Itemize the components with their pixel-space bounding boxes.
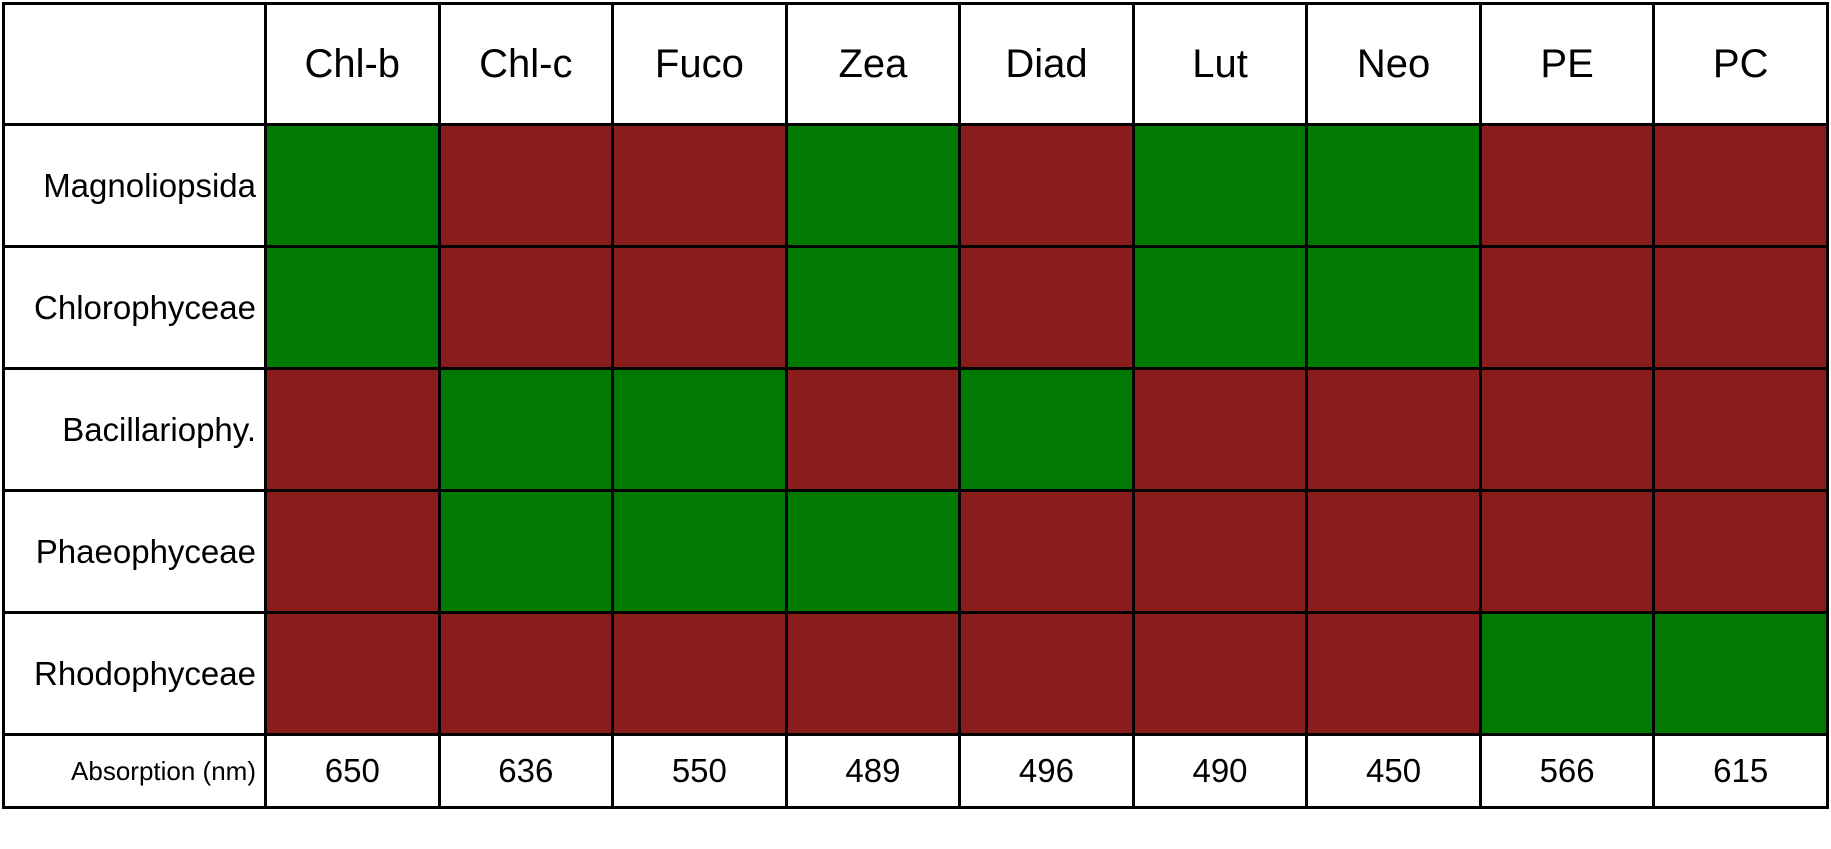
pigment-header: PC <box>1652 2 1829 126</box>
heatmap-cell-present <box>611 367 788 492</box>
corner-cell <box>2 2 267 126</box>
pigment-header: Chl-b <box>264 2 441 126</box>
absorption-value: 489 <box>784 733 962 809</box>
group-row: Magnoliopsida <box>2 123 1829 248</box>
pigment-header: Diad <box>958 2 1135 126</box>
heatmap-cell-absent <box>1131 489 1309 614</box>
heatmap-cell-absent <box>958 611 1135 736</box>
heatmap-cell-present <box>437 367 615 492</box>
absorption-value: 615 <box>1652 733 1829 809</box>
group-row: Rhodophyceae <box>2 611 1829 736</box>
heatmap-cell-absent <box>1652 123 1829 248</box>
heatmap-cell-absent <box>437 123 615 248</box>
heatmap-cell-absent <box>1131 611 1309 736</box>
heatmap-cell-absent <box>958 245 1135 370</box>
heatmap-cell-present <box>784 123 962 248</box>
heatmap-cell-absent <box>437 611 615 736</box>
heatmap-cell-absent <box>611 123 788 248</box>
heatmap-cell-absent <box>958 489 1135 614</box>
absorption-value: 566 <box>1478 733 1656 809</box>
pigment-header: Fuco <box>611 2 788 126</box>
heatmap-cell-absent <box>611 245 788 370</box>
absorption-value: 650 <box>264 733 441 809</box>
heatmap-cell-present <box>1131 245 1309 370</box>
group-row: Chlorophyceae <box>2 245 1829 370</box>
heatmap-cell-present <box>784 489 962 614</box>
group-row: Bacillariophy. <box>2 367 1829 492</box>
heatmap-cell-present <box>264 123 441 248</box>
heatmap-cell-absent <box>437 245 615 370</box>
heatmap-cell-absent <box>264 367 441 492</box>
heatmap-cell-present <box>264 245 441 370</box>
heatmap-cell-present <box>958 367 1135 492</box>
absorption-value: 450 <box>1305 733 1482 809</box>
heatmap-cell-absent <box>1305 367 1482 492</box>
pigment-header: PE <box>1478 2 1656 126</box>
group-label: Rhodophyceae <box>2 611 267 736</box>
group-label: Magnoliopsida <box>2 123 267 248</box>
heatmap-cell-absent <box>1478 123 1656 248</box>
heatmap-cell-absent <box>1478 489 1656 614</box>
absorption-value: 490 <box>1131 733 1309 809</box>
heatmap-cell-absent <box>1305 611 1482 736</box>
heatmap-cell-absent <box>264 489 441 614</box>
heatmap-cell-absent <box>1652 367 1829 492</box>
absorption-value: 496 <box>958 733 1135 809</box>
group-row: Phaeophyceae <box>2 489 1829 614</box>
pigment-header: Zea <box>784 2 962 126</box>
heatmap-cell-absent <box>611 611 788 736</box>
heatmap-cell-absent <box>264 611 441 736</box>
heatmap-cell-absent <box>1652 245 1829 370</box>
heatmap-cell-present <box>1478 611 1656 736</box>
heatmap-cell-present <box>1305 245 1482 370</box>
pigment-table: Chl-b Chl-c Fuco Zea Diad Lut Neo PE PC Magnoliop… <box>2 2 1829 809</box>
group-label: Phaeophyceae <box>2 489 267 614</box>
group-label: Bacillariophy. <box>2 367 267 492</box>
heatmap-cell-present <box>1131 123 1309 248</box>
heatmap-cell-present <box>1305 123 1482 248</box>
heatmap-cell-absent <box>1652 489 1829 614</box>
heatmap-cell-present <box>784 245 962 370</box>
group-label: Chlorophyceae <box>2 245 267 370</box>
heatmap-cell-present <box>611 489 788 614</box>
heatmap-cell-absent <box>1305 489 1482 614</box>
pigment-header: Chl-c <box>437 2 615 126</box>
heatmap-cell-absent <box>784 367 962 492</box>
pigment-header: Lut <box>1131 2 1309 126</box>
absorption-row: Absorption (nm) 650 636 550 489 496 490 450 566 6… <box>2 733 1829 809</box>
heatmap-cell-present <box>437 489 615 614</box>
heatmap-cell-absent <box>1131 367 1309 492</box>
absorption-value: 636 <box>437 733 615 809</box>
heatmap-cell-absent <box>958 123 1135 248</box>
header-row: Chl-b Chl-c Fuco Zea Diad Lut Neo PE PC <box>2 2 1829 126</box>
heatmap-cell-absent <box>1478 367 1656 492</box>
heatmap-cell-present <box>1652 611 1829 736</box>
heatmap-cell-absent <box>1478 245 1656 370</box>
absorption-value: 550 <box>611 733 788 809</box>
heatmap-cell-absent <box>784 611 962 736</box>
absorption-label: Absorption (nm) <box>2 733 267 809</box>
pigment-header: Neo <box>1305 2 1482 126</box>
